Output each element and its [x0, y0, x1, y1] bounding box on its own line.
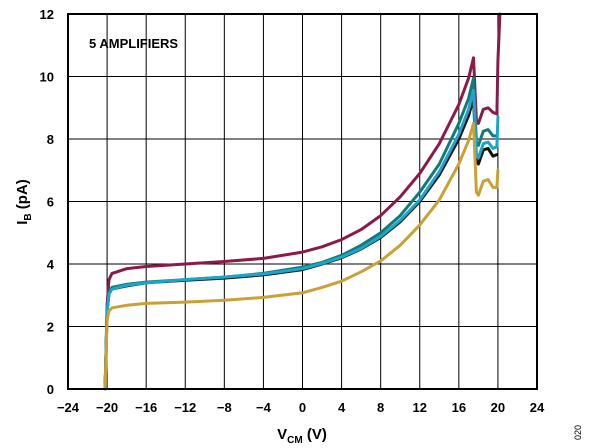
x-tick-label: −4 — [256, 400, 272, 415]
series-line-1 — [103, 12, 502, 391]
y-tick-label: 2 — [47, 320, 54, 335]
x-tick-label: −24 — [57, 400, 80, 415]
annotation-label: 5 AMPLIFIERS — [89, 36, 178, 51]
y-tick-label: 10 — [40, 70, 54, 85]
x-tick-label: 24 — [530, 400, 545, 415]
x-tick-label: −16 — [135, 400, 157, 415]
x-tick-label: 4 — [338, 400, 346, 415]
series-line-2 — [103, 76, 499, 391]
y-tick-label: 6 — [47, 195, 54, 210]
y-tick-label: 8 — [47, 132, 54, 147]
y-tick-labels: 0 2 4 6 8 10 12 — [40, 7, 55, 397]
series-line-4 — [103, 89, 500, 391]
y-tick-label: 4 — [47, 257, 55, 272]
series-lines — [103, 12, 502, 391]
x-tick-label: 20 — [491, 400, 505, 415]
x-axis-title: VCM (V) — [277, 426, 327, 446]
x-tick-label: −8 — [217, 400, 232, 415]
series-line-3 — [103, 96, 499, 391]
y-axis-title: IB (pA) — [14, 179, 34, 225]
x-tick-labels: −24 −20 −16 −12 −8 −4 0 4 8 12 16 20 24 — [57, 400, 545, 415]
figure-id: 020 — [573, 425, 583, 440]
x-tick-label: −20 — [96, 400, 118, 415]
x-tick-label: 0 — [299, 400, 306, 415]
x-tick-label: 16 — [452, 400, 466, 415]
series-line-5 — [103, 121, 500, 391]
y-tick-label: 0 — [47, 382, 54, 397]
x-tick-label: −12 — [174, 400, 196, 415]
plot-frame — [67, 13, 538, 390]
grid — [67, 13, 538, 390]
x-tick-label: 12 — [413, 400, 427, 415]
y-tick-label: 12 — [40, 7, 54, 22]
x-tick-label: 8 — [377, 400, 384, 415]
